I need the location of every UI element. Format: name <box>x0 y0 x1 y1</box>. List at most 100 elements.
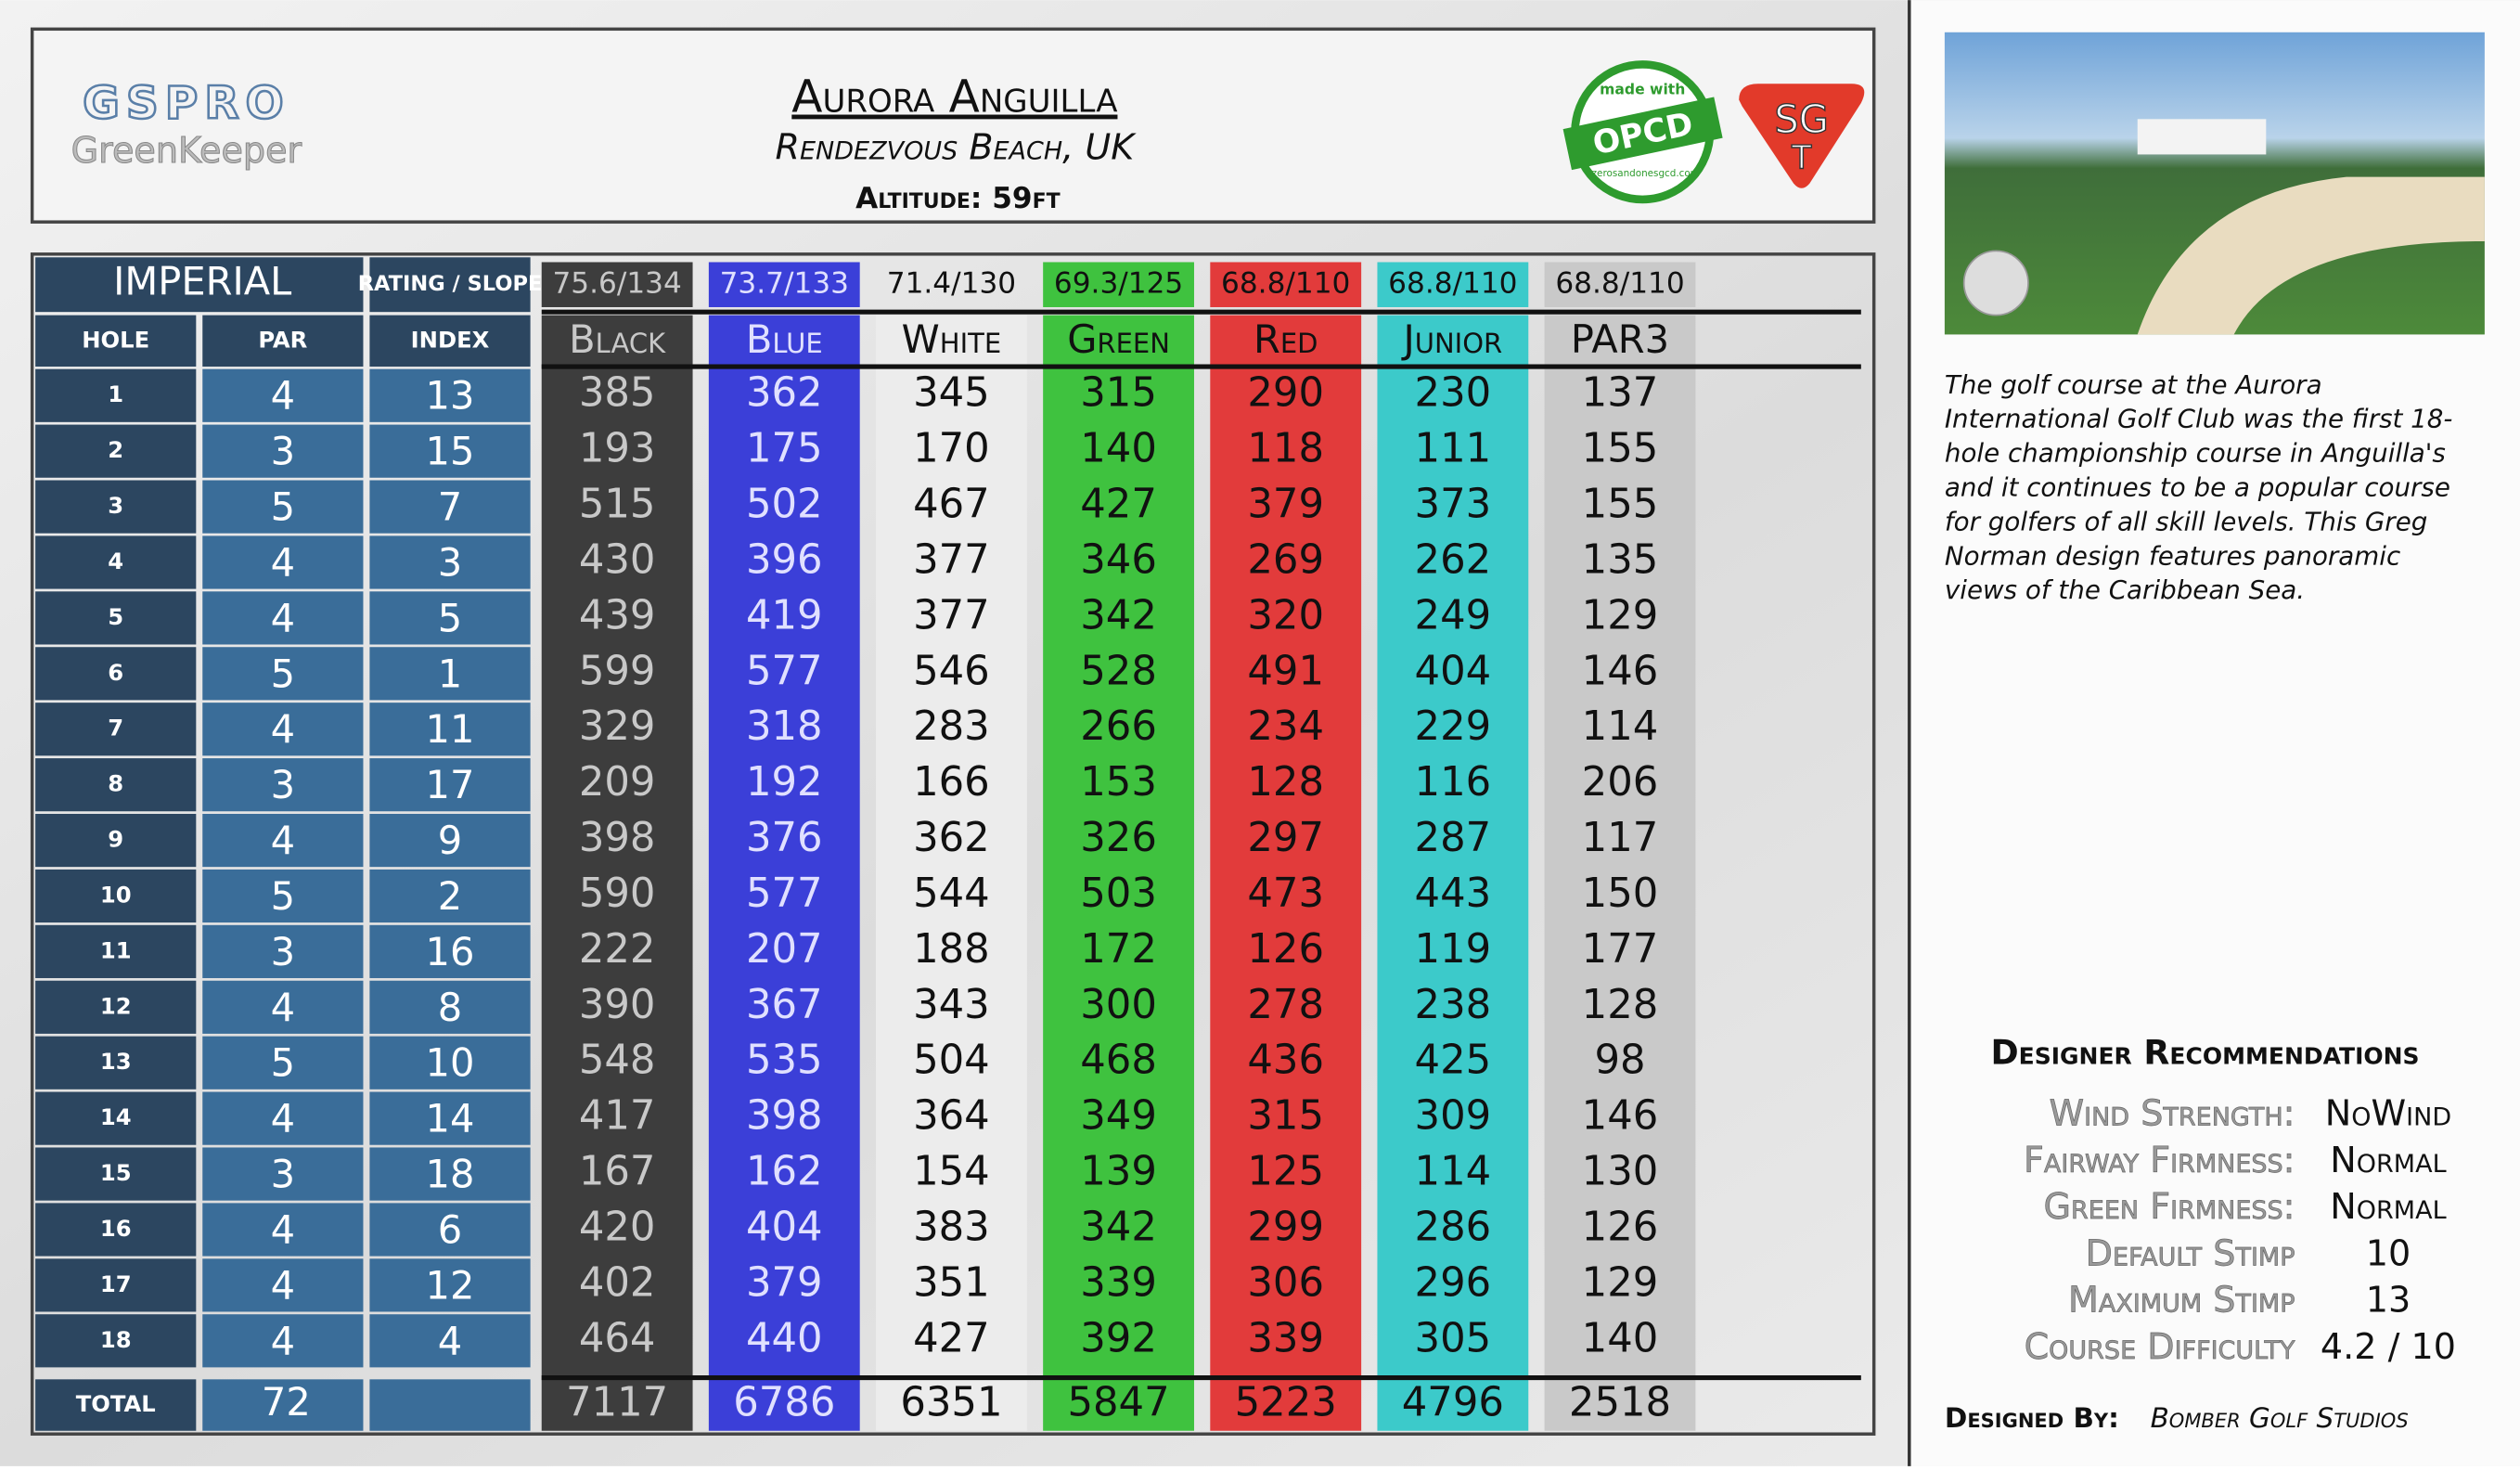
yardage: 503 <box>1080 870 1157 917</box>
tee-rating: 71.4/130 <box>887 267 1016 301</box>
yardage: 515 <box>579 482 656 528</box>
hole-number: 17 <box>100 1270 132 1297</box>
yardage: 379 <box>1247 482 1324 528</box>
par: 3 <box>271 429 295 474</box>
badge-top: made with <box>1600 82 1685 98</box>
logo: GSPRO <box>83 77 290 129</box>
yardage: 376 <box>746 815 823 861</box>
yardage: 300 <box>1080 982 1157 1028</box>
yardage: 379 <box>746 1259 823 1306</box>
yardage: 167 <box>579 1149 656 1195</box>
yardage: 126 <box>1247 926 1324 973</box>
cell <box>35 647 197 701</box>
yardage: 502 <box>746 482 823 528</box>
yardage: 177 <box>1582 926 1659 973</box>
cell <box>35 924 197 978</box>
rating-cell <box>708 262 860 307</box>
photo-seal <box>1962 250 2029 316</box>
yardage: 155 <box>1582 426 1659 472</box>
yardage: 396 <box>746 536 823 583</box>
cell <box>35 758 197 812</box>
rec-value: Normal <box>2330 1186 2446 1227</box>
yardage: 535 <box>746 1038 823 1084</box>
par: 4 <box>271 818 295 863</box>
tee-name: Green <box>1067 316 1170 362</box>
yardage: 117 <box>1582 815 1659 861</box>
tee-rating: 68.8/110 <box>1221 267 1350 301</box>
yardage: 367 <box>746 982 823 1028</box>
header-cell <box>202 315 364 368</box>
yardage: 329 <box>579 703 656 750</box>
index: 12 <box>426 1262 475 1308</box>
yardage: 577 <box>746 648 823 694</box>
yardage: 425 <box>1415 1038 1492 1084</box>
total-cell <box>369 1379 531 1431</box>
index: 13 <box>426 373 475 419</box>
cell <box>369 1258 531 1312</box>
tee-rating: 69.3/125 <box>1054 267 1183 301</box>
yardage: 299 <box>1247 1204 1324 1250</box>
description-line: for golfers of all skill levels. This Gr… <box>1945 506 2427 536</box>
yardage: 342 <box>1080 1204 1157 1250</box>
yardage: 377 <box>913 592 990 638</box>
par: 4 <box>271 706 295 752</box>
rating-label-cell <box>369 257 531 313</box>
yardage: 548 <box>579 1038 656 1084</box>
yardage: 402 <box>579 1259 656 1306</box>
yardage: 283 <box>913 703 990 750</box>
yardage: 222 <box>579 926 656 973</box>
cell <box>202 1258 364 1312</box>
rating-cell <box>1043 262 1194 307</box>
designer-label: Designed By: <box>1945 1402 2119 1434</box>
total-cell <box>202 1379 364 1431</box>
rec-label: Fairway Firmness: <box>2024 1140 2295 1180</box>
yardage: 420 <box>579 1204 656 1250</box>
index: 18 <box>426 1152 475 1197</box>
yardage: 398 <box>579 815 656 861</box>
yardage: 150 <box>1582 870 1659 917</box>
yardage: 427 <box>913 1315 990 1361</box>
tee-name: Black <box>569 316 666 362</box>
index: 5 <box>438 595 462 640</box>
yardage: 129 <box>1582 1259 1659 1306</box>
cell <box>202 368 364 422</box>
rec-label: Maximum Stimp <box>2068 1280 2295 1321</box>
tee-column <box>1210 315 1362 1431</box>
yardage: 309 <box>1415 1093 1492 1140</box>
hole-number: 7 <box>108 715 123 741</box>
yardage: 419 <box>746 592 823 638</box>
yardage: 364 <box>913 1093 990 1140</box>
index: 1 <box>438 651 462 696</box>
par: 5 <box>271 651 295 696</box>
yardage: 351 <box>913 1259 990 1306</box>
tee-name: Junior <box>1400 316 1502 362</box>
index: 9 <box>438 818 462 863</box>
cell <box>35 591 197 645</box>
par: 5 <box>271 484 295 530</box>
yardage: 114 <box>1582 703 1659 750</box>
yardage: 467 <box>913 482 990 528</box>
designer-value: Bomber Golf Studios <box>2151 1402 2409 1434</box>
yardage: 98 <box>1594 1038 1645 1084</box>
yardage: 139 <box>1080 1149 1157 1195</box>
hole-number: 18 <box>100 1326 132 1353</box>
yardage: 346 <box>1080 536 1157 583</box>
cell <box>369 368 531 422</box>
yardage: 162 <box>746 1149 823 1195</box>
cell <box>369 591 531 645</box>
par: 3 <box>271 929 295 974</box>
hole-number: 11 <box>100 936 132 963</box>
hole-number: 2 <box>108 436 123 463</box>
yardage: 436 <box>1247 1038 1324 1084</box>
index: 7 <box>438 484 462 530</box>
cell <box>202 591 364 645</box>
tee-column <box>708 315 860 1431</box>
yardage: 128 <box>1247 759 1324 806</box>
par: 4 <box>271 1206 295 1252</box>
yardage: 111 <box>1415 426 1492 472</box>
hole-number: 3 <box>108 492 123 519</box>
yardage: 209 <box>579 759 656 806</box>
column-header: PAR <box>258 326 307 353</box>
yardage: 140 <box>1582 1315 1659 1361</box>
